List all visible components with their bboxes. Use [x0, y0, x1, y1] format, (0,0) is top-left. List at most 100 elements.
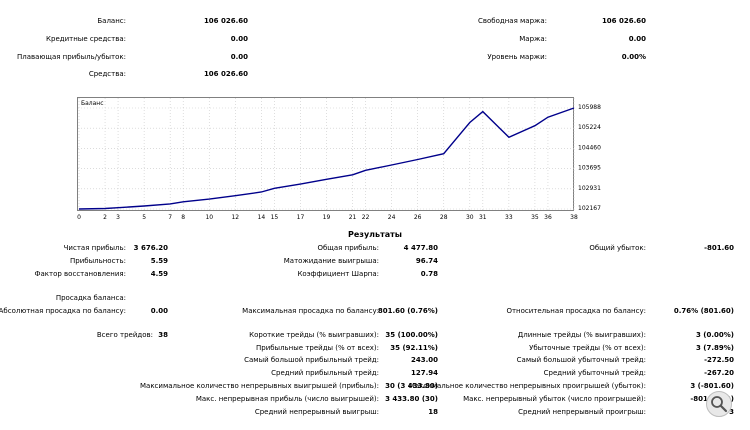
net-profit-label: Чистая прибыль:	[63, 244, 126, 252]
balance-value: 106 026.60	[203, 17, 248, 25]
free-margin-label: Свободная маржа:	[477, 17, 547, 25]
x-tick-label: 12	[231, 214, 239, 221]
total-trades-value: 38	[158, 331, 168, 339]
x-tick-label: 7	[168, 214, 172, 221]
largest-profit-label: Самый большой прибыльный трейд:	[244, 356, 379, 364]
x-tick-label: 28	[440, 214, 448, 221]
avg-profit-label: Средний прибыльный трейд:	[271, 369, 379, 377]
avg-consec-wins-label: Средний непрерывный выигрыш:	[254, 408, 379, 416]
floating-pl-label: Плавающая прибыль/убыток:	[17, 53, 126, 61]
short-trades-value: 35 (100.00%)	[385, 331, 438, 339]
profitability-value: 5.59	[150, 257, 168, 265]
zoom-icon[interactable]	[706, 391, 732, 417]
max-drawdown-label: Максимальная просадка по балансу:	[242, 307, 379, 315]
expected-payoff-label: Матожидание выигрыша:	[283, 257, 379, 265]
gross-loss-value: -801.60	[704, 244, 734, 252]
largest-loss-value: -272.50	[704, 356, 734, 364]
x-tick-label: 35	[531, 214, 539, 221]
chart-title: Баланс	[81, 100, 104, 107]
credit-label: Кредитные средства:	[46, 35, 126, 43]
expected-payoff-value: 96.74	[415, 257, 438, 265]
x-tick-label: 36	[544, 214, 552, 221]
x-tick-label: 10	[205, 214, 213, 221]
max-consec-wins-value: 30 (3 433.80)	[385, 382, 438, 390]
credit-value: 0.00	[230, 35, 248, 43]
rel-drawdown-label: Относительная просадка по балансу:	[506, 307, 646, 315]
net-profit-value: 3 676.20	[133, 244, 168, 252]
loss-trades-label: Убыточные трейды (% от всех):	[529, 344, 646, 352]
results-title: Результаты	[348, 230, 402, 239]
avg-loss-value: -267.20	[704, 369, 734, 377]
x-tick-label: 31	[479, 214, 487, 221]
free-margin-value: 106 026.60	[601, 17, 646, 25]
max-drawdown-value: 801.60 (0.76%)	[377, 307, 438, 315]
rel-drawdown-value: 0.76% (801.60)	[673, 307, 734, 315]
equity-label: Средства:	[88, 70, 126, 78]
total-trades-label: Всего трейдов:	[96, 331, 153, 339]
x-tick-label: 38	[570, 214, 578, 221]
margin-level-value: 0.00%	[621, 53, 646, 61]
balance-chart-svg: Баланс	[78, 98, 575, 212]
equity-value: 106 026.60	[203, 70, 248, 78]
gross-profit-label: Общая прибыль:	[317, 244, 379, 252]
long-trades-label: Длинные трейды (% выигравших):	[517, 331, 646, 339]
max-consec-losses-label: Максимальное количество непрерывных прои…	[408, 382, 646, 390]
abs-drawdown-label: Абсолютная просадка по балансу:	[0, 307, 126, 315]
sharpe-ratio-value: 0.78	[420, 270, 438, 278]
x-tick-label: 24	[388, 214, 396, 221]
y-tick-label: 102167	[578, 205, 601, 212]
max-consec-profit-label: Макс. непрерывная прибыль (число выигрыш…	[195, 395, 379, 403]
margin-level-label: Уровень маржи:	[487, 53, 547, 61]
largest-profit-value: 243.00	[410, 356, 438, 364]
y-tick-label: 102931	[578, 185, 601, 192]
x-tick-label: 19	[323, 214, 331, 221]
margin-label: Маржа:	[519, 35, 547, 43]
largest-loss-label: Самый большой убыточный трейд:	[516, 356, 646, 364]
avg-consec-losses-label: Средний непрерывный проигрыш:	[518, 408, 646, 416]
profitability-label: Прибыльность:	[70, 257, 126, 265]
avg-profit-value: 127.94	[410, 369, 438, 377]
x-tick-label: 2	[103, 214, 107, 221]
x-tick-label: 0	[77, 214, 81, 221]
max-consec-losses-value: 3 (-801.60)	[690, 382, 734, 390]
max-consec-wins-label: Максимальное количество непрерывных выиг…	[140, 382, 379, 390]
sharpe-ratio-label: Коэффициент Шарпа:	[297, 270, 379, 278]
profit-trades-label: Прибыльные трейды (% от всех):	[255, 344, 379, 352]
avg-loss-label: Средний убыточный трейд:	[543, 369, 646, 377]
gross-loss-label: Общий убыток:	[589, 244, 646, 252]
x-tick-label: 5	[142, 214, 146, 221]
y-tick-label: 105224	[578, 124, 601, 131]
x-tick-label: 15	[271, 214, 279, 221]
gross-profit-value: 4 477.80	[403, 244, 438, 252]
x-tick-label: 22	[362, 214, 370, 221]
magnifier-icon	[711, 396, 728, 413]
profit-trades-value: 35 (92.11%)	[390, 344, 438, 352]
avg-consec-losses-value: 3	[729, 408, 734, 416]
loss-trades-value: 3 (7.89%)	[696, 344, 734, 352]
y-tick-label: 105988	[578, 104, 601, 111]
floating-pl-value: 0.00	[230, 53, 248, 61]
y-tick-label: 104460	[578, 144, 601, 151]
y-tick-label: 103695	[578, 165, 601, 172]
balance-line	[78, 107, 575, 210]
x-tick-label: 30	[466, 214, 474, 221]
x-tick-label: 33	[505, 214, 513, 221]
recovery-factor-label: Фактор восстановления:	[34, 270, 126, 278]
short-trades-label: Короткие трейды (% выигравших):	[249, 331, 379, 339]
x-tick-label: 17	[297, 214, 305, 221]
x-tick-label: 21	[349, 214, 357, 221]
balance-drawdown-label: Просадка баланса:	[55, 294, 126, 302]
x-tick-label: 14	[258, 214, 266, 221]
avg-consec-wins-value: 18	[428, 408, 438, 416]
max-consec-profit-value: 3 433.80 (30)	[385, 395, 438, 403]
abs-drawdown-value: 0.00	[150, 307, 168, 315]
recovery-factor-value: 4.59	[150, 270, 168, 278]
x-tick-label: 3	[116, 214, 120, 221]
margin-value: 0.00	[628, 35, 646, 43]
balance-label: Баланс:	[97, 17, 126, 25]
x-tick-label: 26	[414, 214, 422, 221]
long-trades-value: 3 (0.00%)	[696, 331, 734, 339]
max-consec-loss-label: Макс. непрерывный убыток (число проигрыш…	[463, 395, 646, 403]
balance-chart: Баланс	[77, 97, 575, 212]
